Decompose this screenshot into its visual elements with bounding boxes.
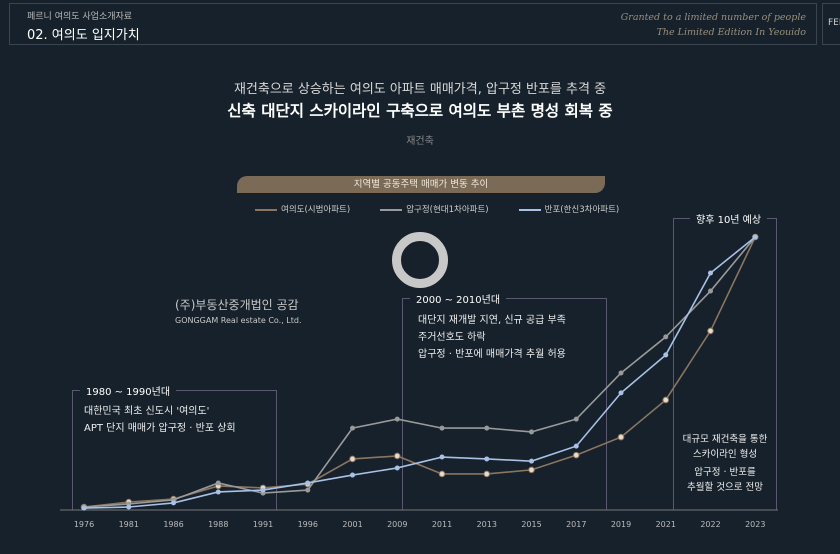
x-tick-label: 2009 (387, 520, 407, 529)
data-point (260, 487, 266, 493)
data-point (394, 465, 400, 471)
x-tick-label: 2001 (342, 520, 362, 529)
data-point (618, 370, 624, 376)
data-point (663, 352, 669, 358)
headline-line1: 재건축으로 상승하는 여의도 아파트 매매가격, 압구정 반포를 추격 중 (233, 82, 607, 97)
page-title: 02. 여의도 입지가치 (27, 28, 140, 43)
x-tick-label: 1986 (163, 520, 183, 529)
x-tick-label: 2023 (745, 520, 765, 529)
data-point (439, 425, 445, 431)
data-point (708, 288, 713, 294)
data-point (529, 458, 534, 464)
x-tick-label: 2015 (521, 520, 541, 529)
data-point (215, 480, 221, 486)
chart-legend: 여의도(시범아파트) 압구정(현대1차아파트) 반포(한신3차아파트) (255, 203, 619, 215)
annotation-line: 대한민국 최초 신도시 '여의도' (84, 406, 210, 417)
data-point (484, 456, 490, 462)
data-point (350, 425, 355, 431)
annotation-line: 추월할 것으로 전망 (687, 482, 763, 493)
x-tick-label: 1988 (208, 520, 228, 529)
annotation-line: 대규모 재건축을 통한 (682, 434, 768, 445)
annotation-line: 주거선호도 하락 (418, 332, 486, 343)
x-tick-label: 2013 (477, 520, 497, 529)
data-point (529, 429, 534, 435)
data-point (618, 390, 624, 396)
data-point (171, 500, 176, 506)
annotation-line: 압구정 · 반포를 (694, 467, 756, 478)
legend-item-banpo: 반포(한신3차아파트) (518, 203, 620, 215)
data-point (573, 443, 579, 449)
data-point (305, 487, 311, 493)
data-point (350, 472, 355, 478)
annotation-text: 대한민국 최초 신도시 '여의도' APT 단지 매매가 압구정 · 반포 상회 (84, 403, 236, 437)
data-point (126, 504, 132, 510)
x-tick-label: 1991 (253, 520, 273, 529)
data-point (349, 455, 356, 463)
data-point (393, 452, 401, 460)
chart-title: 지역별 공동주택 매매가 변동 추이 (237, 176, 605, 193)
headline-tag: 재건축 (406, 136, 434, 147)
legend-item-yeouido: 여의도(시범아파트) (255, 203, 350, 215)
data-point (528, 466, 535, 474)
data-point (617, 433, 625, 441)
series-line-2 (83, 236, 756, 509)
x-tick-label: 1996 (298, 520, 318, 529)
series-line-0 (83, 236, 756, 508)
x-tick-label: 2011 (432, 520, 452, 529)
data-point (439, 454, 445, 460)
annotation-line: 대단지 재개발 지연, 신규 공급 부족 (418, 315, 566, 326)
annotation-title: 2000 ~ 2010년대 (410, 291, 507, 306)
x-tick-label: 2017 (566, 520, 586, 529)
data-point (752, 234, 758, 240)
x-tick-label: 1981 (119, 520, 139, 529)
series-line-1 (83, 236, 756, 508)
legend-label: 여의도(시범아파트) (281, 205, 351, 215)
data-point (572, 451, 580, 459)
slogan-line1: Granted to a limited number of people (620, 12, 806, 23)
data-point (81, 505, 87, 511)
data-point (662, 396, 670, 404)
annotation-title: 향후 10년 예상 (690, 211, 768, 226)
x-tick-label: 2021 (656, 520, 676, 529)
data-point (707, 327, 714, 335)
data-point (394, 416, 400, 422)
brand-logo: FERNNI (822, 3, 840, 45)
data-point (573, 416, 579, 422)
x-tick-label: 2022 (700, 520, 720, 529)
headline-line2: 신축 대단지 스카이라인 구축으로 여의도 부촌 명성 회복 중 (227, 102, 613, 120)
legend-label: 반포(한신3차아파트) (544, 205, 620, 215)
data-point (708, 270, 713, 276)
watermark-sub: GONGGAM Real estate Co., Ltd. (175, 316, 302, 325)
data-point (483, 470, 491, 478)
data-point (663, 334, 669, 340)
data-point (215, 489, 221, 495)
slogan-line2: The Limited Edition In Yeouido (656, 27, 806, 38)
annotation-line: 스카이라인 형성 (692, 449, 758, 460)
legend-label: 압구정(현대1차아파트) (406, 205, 489, 215)
legend-item-apgujeong: 압구정(현대1차아파트) (380, 203, 489, 215)
data-point (484, 425, 490, 431)
annotation-title: 1980 ~ 1990년대 (80, 383, 177, 398)
x-tick-label: 2019 (611, 520, 631, 529)
watermark-logo-icon (392, 232, 448, 288)
watermark-name: (주)부동산중개법인 공감 (175, 298, 299, 312)
slogan: Granted to a limited number of people The… (621, 10, 806, 40)
header-subtitle: 페르니 여의도 사업소개자료 (27, 12, 133, 22)
data-point (305, 480, 311, 486)
annotation-line: APT 단지 매매가 압구정 · 반포 상회 (84, 423, 236, 434)
header-bar: 페르니 여의도 사업소개자료 02. 여의도 입지가치 Granted to a… (9, 3, 817, 45)
data-point (438, 470, 446, 478)
annotation-line: 압구정 · 반포에 매매가격 추월 허용 (418, 349, 566, 360)
x-tick-label: 1976 (74, 520, 94, 529)
